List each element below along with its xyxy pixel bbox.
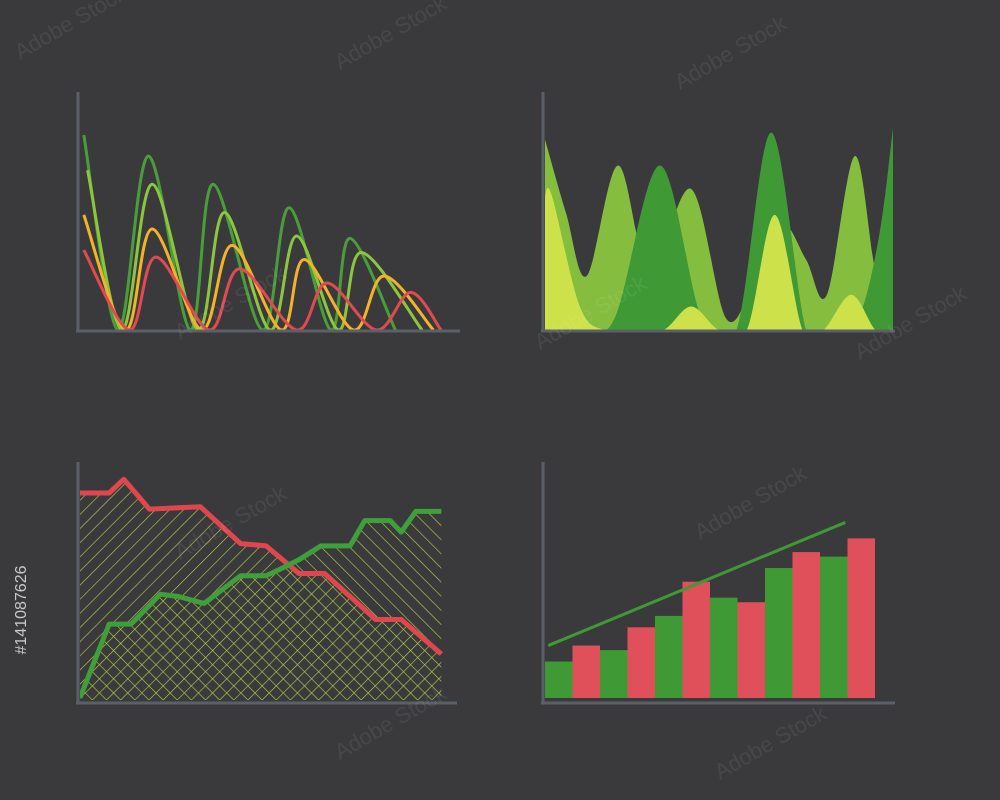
line (80, 508, 442, 699)
bar (545, 661, 573, 698)
area (545, 127, 893, 330)
bar (737, 602, 765, 698)
bar (820, 556, 848, 698)
axes (76, 92, 895, 705)
chart (545, 127, 893, 330)
trend-line (547, 521, 846, 647)
area (545, 187, 893, 330)
charts (80, 127, 893, 700)
bar (600, 650, 628, 698)
chart (82, 134, 443, 330)
hatched-area (80, 511, 442, 700)
chart (80, 476, 443, 700)
line (82, 134, 397, 330)
line (86, 169, 424, 330)
bar (655, 615, 683, 698)
bar (792, 552, 820, 698)
bar (765, 568, 793, 698)
bar (572, 645, 600, 698)
bar (710, 597, 738, 698)
line (80, 476, 443, 656)
line (82, 249, 443, 330)
bar (682, 581, 710, 698)
chart (545, 521, 875, 698)
stock-id: #141087626 (13, 565, 30, 654)
bar (627, 627, 655, 698)
bar (847, 538, 875, 698)
